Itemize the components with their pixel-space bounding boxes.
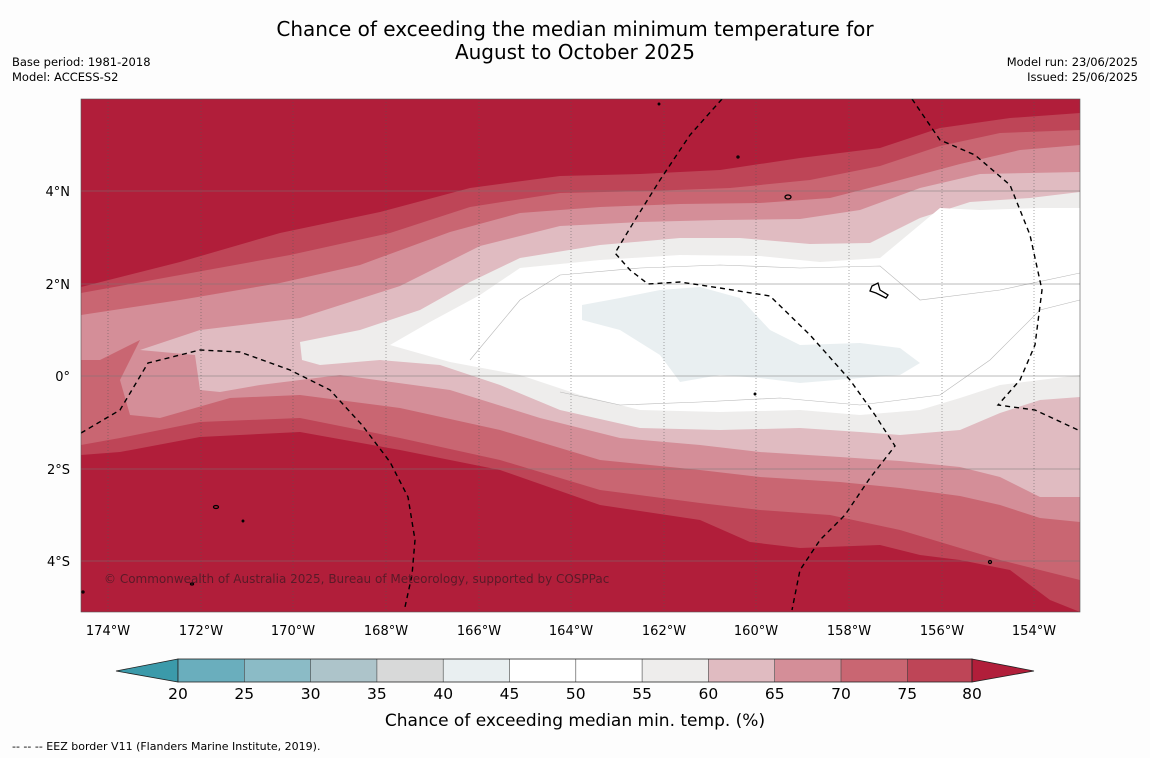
island-small-8-icon [657, 102, 661, 106]
band-40-45 [582, 287, 920, 383]
lon-label: 156°W [920, 624, 964, 639]
colorbar-dividers [244, 659, 908, 682]
lon-label: 160°W [734, 624, 778, 639]
lon-label: 172°W [179, 624, 223, 639]
meta-left: Base period: 1981-2018 Model: ACCESS-S2 [12, 55, 151, 85]
longitude-labels: 174°W 172°W 170°W 168°W 166°W 164°W 162°… [86, 624, 1056, 639]
island-small-1-icon [212, 504, 220, 510]
island-small-7-icon [81, 590, 85, 594]
title-line-1: Chance of exceeding the median minimum t… [276, 17, 874, 41]
title-line-2: August to October 2025 [454, 40, 696, 64]
island-kiritimati-icon [869, 282, 889, 299]
colorbar-frame [177, 658, 973, 683]
island-small-3-icon [987, 559, 993, 565]
colorbar-tick: 75 [897, 685, 917, 703]
eez-border-1 [81, 349, 416, 608]
map-title: Chance of exceeding the median minimum t… [0, 18, 1150, 64]
colorbar-segment [310, 659, 377, 682]
lon-label: 170°W [271, 624, 315, 639]
colorbar-segment [841, 659, 908, 682]
colorbar-tick-labels: 20 25 30 35 40 45 50 55 60 65 70 75 80 [168, 685, 982, 703]
colorbar-label: Chance of exceeding median min. temp. (%… [385, 711, 765, 731]
lon-label: 154°W [1012, 624, 1056, 639]
colorbar: 20 25 30 35 40 45 50 55 60 65 70 75 80 C… [115, 658, 1035, 731]
eez-legend-note: -- -- -- EEZ border V11 (Flanders Marine… [12, 740, 321, 753]
lon-label: 174°W [86, 624, 130, 639]
colorbar-tick: 50 [566, 685, 586, 703]
eez-border-3 [911, 99, 1079, 431]
colorbar-tick: 35 [367, 685, 387, 703]
lon-label: 164°W [549, 624, 593, 639]
colorbar-tick: 45 [500, 685, 520, 703]
model-name: Model: ACCESS-S2 [12, 70, 119, 84]
colorbar-segment [178, 659, 245, 682]
colorbar-segment [642, 659, 709, 682]
colorbar-segment [708, 659, 775, 682]
colorbar-tick: 40 [433, 685, 453, 703]
lat-label: 4°S [47, 555, 70, 570]
colorbar-segment [443, 659, 510, 682]
colorbar-tick: 20 [168, 685, 188, 703]
island-small-5-icon [241, 519, 245, 523]
island-small-6-icon [753, 392, 757, 396]
latitude-gridlines [81, 190, 1080, 562]
colorbar-tick: 60 [699, 685, 719, 703]
lat-label: 4°N [46, 185, 71, 200]
colorbar-extend-low [115, 658, 179, 683]
lon-label: 162°W [642, 624, 686, 639]
island-small-2-icon [189, 582, 195, 586]
colorbar-segment [575, 659, 643, 682]
colorbar-tick: 30 [301, 685, 321, 703]
contour-line-50-a [469, 264, 1080, 361]
colorbar-segment [376, 659, 444, 682]
model-run: Model run: 23/06/2025 [1006, 55, 1138, 69]
colorbar-segment [774, 659, 841, 682]
lat-label: 2°N [46, 278, 71, 293]
colorbar-extend-high [971, 658, 1035, 683]
probability-field: © Commonwealth of Australia 2025, Bureau… [81, 99, 1080, 612]
islands [81, 102, 993, 594]
map-frame [80, 98, 1081, 613]
lon-label: 158°W [827, 624, 871, 639]
lon-label: 166°W [457, 624, 501, 639]
colorbar-tick: 55 [632, 685, 652, 703]
colorbar-segment [244, 659, 311, 682]
base-period: Base period: 1981-2018 [12, 55, 151, 69]
island-small-4-icon [736, 155, 740, 159]
colorbar-tick: 25 [234, 685, 254, 703]
colorbar-segment [509, 659, 576, 682]
lat-label: 0° [55, 370, 70, 385]
eez-borders [81, 99, 1079, 611]
copyright-notice: © Commonwealth of Australia 2025, Bureau… [104, 572, 609, 586]
latitude-labels: 4°N 2°N 0° 2°S 4°S [46, 185, 71, 570]
colorbar-tick: 80 [962, 685, 982, 703]
colorbar-tick: 70 [831, 685, 851, 703]
contour-line-50-b [559, 299, 1080, 406]
colorbar-segment [907, 659, 972, 682]
lon-label: 168°W [364, 624, 408, 639]
colorbar-tick: 65 [765, 685, 785, 703]
issued-date: Issued: 25/06/2025 [1027, 70, 1138, 84]
island-tabuaeran-icon [784, 194, 792, 200]
meta-right: Model run: 23/06/2025 Issued: 25/06/2025 [1007, 55, 1138, 85]
lat-label: 2°S [47, 463, 70, 478]
